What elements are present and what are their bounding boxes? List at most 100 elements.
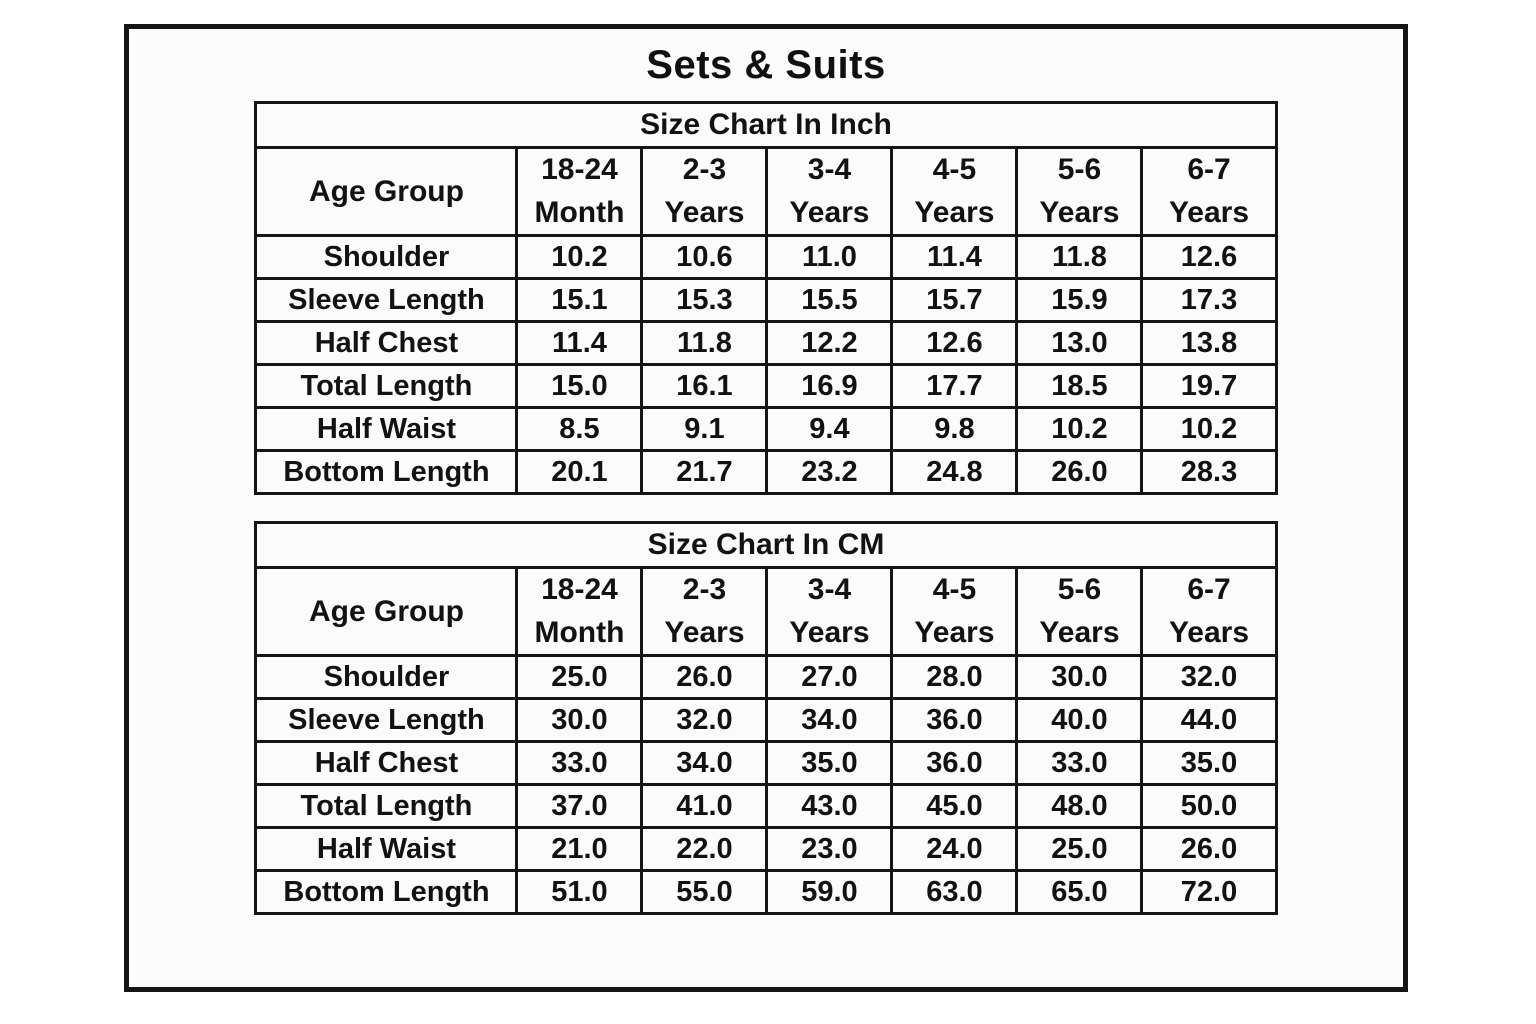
size-value: 11.0	[765, 234, 894, 281]
size-value: 51.0	[515, 869, 644, 916]
size-chart-cm-table: Size Chart In CM Age Group 18-24 Month 2…	[254, 521, 1278, 916]
table-header-row: Age Group 18-24 Month 2-3 Years 3-4 Year…	[254, 145, 1278, 238]
size-value: 9.1	[640, 406, 769, 453]
column-header-6-7-years: 6-7 Years	[1140, 145, 1278, 238]
size-value: 43.0	[765, 783, 894, 830]
size-value: 12.2	[765, 320, 894, 367]
size-value: 35.0	[765, 740, 894, 787]
size-value: 26.0	[1140, 826, 1278, 873]
table-caption: Size Chart In Inch	[254, 101, 1278, 149]
column-header-3-4-years: 3-4 Years	[765, 145, 894, 238]
row-label: Half Chest	[254, 320, 519, 367]
size-value: 15.5	[765, 277, 894, 324]
size-value: 17.3	[1140, 277, 1278, 324]
size-value: 12.6	[1140, 234, 1278, 281]
size-value: 21.7	[640, 449, 769, 496]
size-value: 24.8	[890, 449, 1019, 496]
size-value: 36.0	[890, 740, 1019, 787]
column-header-18-24-month: 18-24 Month	[515, 145, 644, 238]
size-value: 15.1	[515, 277, 644, 324]
row-label: Shoulder	[254, 654, 519, 701]
size-value: 9.4	[765, 406, 894, 453]
size-value: 48.0	[1015, 783, 1144, 830]
size-value: 36.0	[890, 697, 1019, 744]
size-value: 26.0	[1015, 449, 1144, 496]
size-value: 32.0	[640, 697, 769, 744]
table-row-bottom-length: Bottom Length 20.1 21.7 23.2 24.8 26.0 2…	[254, 449, 1278, 496]
table-caption-row: Size Chart In Inch	[254, 101, 1278, 149]
size-value: 15.7	[890, 277, 1019, 324]
size-value: 28.0	[890, 654, 1019, 701]
size-value: 25.0	[515, 654, 644, 701]
size-value: 10.2	[1015, 406, 1144, 453]
page-title: Sets & Suits	[646, 43, 886, 87]
size-value: 16.9	[765, 363, 894, 410]
row-label: Half Chest	[254, 740, 519, 787]
table-caption: Size Chart In CM	[254, 521, 1278, 570]
size-value: 50.0	[1140, 783, 1278, 830]
size-value: 22.0	[640, 826, 769, 873]
column-header-4-5-years: 4-5 Years	[890, 145, 1019, 238]
size-value: 24.0	[890, 826, 1019, 873]
table-caption-row: Size Chart In CM	[254, 521, 1278, 570]
size-value: 63.0	[890, 869, 1019, 916]
size-value: 27.0	[765, 654, 894, 701]
size-value: 11.8	[640, 320, 769, 367]
size-value: 28.3	[1140, 449, 1278, 496]
table-header-row: Age Group 18-24 Month 2-3 Years 3-4 Year…	[254, 566, 1278, 658]
column-header-2-3-years: 2-3 Years	[640, 145, 769, 238]
size-chart-inch-table: Size Chart In Inch Age Group 18-24 Month…	[254, 101, 1278, 496]
size-value: 11.4	[515, 320, 644, 367]
size-value: 15.3	[640, 277, 769, 324]
size-value: 20.1	[515, 449, 644, 496]
size-value: 33.0	[515, 740, 644, 787]
size-value: 12.6	[890, 320, 1019, 367]
table-row-shoulder: Shoulder 25.0 26.0 27.0 28.0 30.0 32.0	[254, 654, 1278, 701]
size-value: 30.0	[515, 697, 644, 744]
size-value: 55.0	[640, 869, 769, 916]
table-row-shoulder: Shoulder 10.2 10.6 11.0 11.4 11.8 12.6	[254, 234, 1278, 281]
size-value: 8.5	[515, 406, 644, 453]
size-value: 34.0	[765, 697, 894, 744]
table-row-bottom-length: Bottom Length 51.0 55.0 59.0 63.0 65.0 7…	[254, 869, 1278, 916]
size-value: 59.0	[765, 869, 894, 916]
size-value: 72.0	[1140, 869, 1278, 916]
column-header-18-24-month: 18-24 Month	[515, 566, 644, 658]
size-value: 26.0	[640, 654, 769, 701]
size-value: 44.0	[1140, 697, 1278, 744]
row-label: Total Length	[254, 363, 519, 410]
size-value: 11.8	[1015, 234, 1144, 281]
size-value: 13.0	[1015, 320, 1144, 367]
size-value: 9.8	[890, 406, 1019, 453]
size-value: 17.7	[890, 363, 1019, 410]
size-value: 10.6	[640, 234, 769, 281]
size-value: 30.0	[1015, 654, 1144, 701]
size-value: 16.1	[640, 363, 769, 410]
row-label: Half Waist	[254, 406, 519, 453]
table-row-sleeve-length: Sleeve Length 15.1 15.3 15.5 15.7 15.9 1…	[254, 277, 1278, 324]
column-header-5-6-years: 5-6 Years	[1015, 145, 1144, 238]
row-label: Total Length	[254, 783, 519, 830]
table-row-total-length: Total Length 15.0 16.1 16.9 17.7 18.5 19…	[254, 363, 1278, 410]
size-value: 33.0	[1015, 740, 1144, 787]
column-header-6-7-years: 6-7 Years	[1140, 566, 1278, 658]
age-group-header: Age Group	[254, 145, 519, 238]
size-value: 10.2	[1140, 406, 1278, 453]
table-row-half-chest: Half Chest 33.0 34.0 35.0 36.0 33.0 35.0	[254, 740, 1278, 787]
size-value: 11.4	[890, 234, 1019, 281]
size-value: 15.9	[1015, 277, 1144, 324]
size-value: 40.0	[1015, 697, 1144, 744]
age-group-header: Age Group	[254, 566, 519, 658]
column-header-4-5-years: 4-5 Years	[890, 566, 1019, 658]
row-label: Half Waist	[254, 826, 519, 873]
size-value: 23.2	[765, 449, 894, 496]
row-label: Sleeve Length	[254, 277, 519, 324]
table-row-half-waist: Half Waist 21.0 22.0 23.0 24.0 25.0 26.0	[254, 826, 1278, 873]
size-value: 41.0	[640, 783, 769, 830]
size-value: 15.0	[515, 363, 644, 410]
row-label: Bottom Length	[254, 449, 519, 496]
row-label: Shoulder	[254, 234, 519, 281]
table-row-total-length: Total Length 37.0 41.0 43.0 45.0 48.0 50…	[254, 783, 1278, 830]
size-value: 25.0	[1015, 826, 1144, 873]
row-label: Bottom Length	[254, 869, 519, 916]
